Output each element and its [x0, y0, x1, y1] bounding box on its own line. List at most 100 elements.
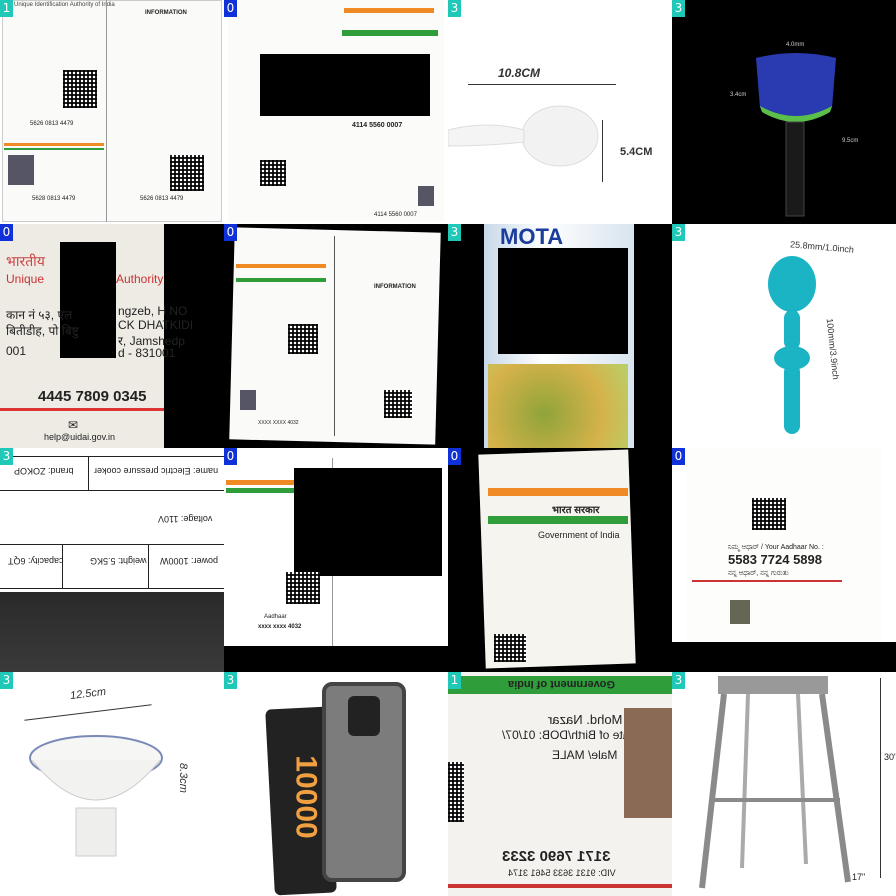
qr-code	[752, 498, 786, 530]
red-strip	[448, 884, 672, 888]
tile-5[interactable]: 0 भारतीय Unique Authority of I कान नं ५३…	[0, 224, 224, 448]
capacity-field: capacity: 6QT	[8, 556, 64, 566]
height-line	[602, 120, 603, 182]
aadhaar-label: Aadhaar	[264, 614, 287, 620]
aadhaar-number: 3171 7690 3233	[502, 848, 611, 865]
rule-1	[0, 456, 224, 457]
voltage-field: voltage: 110V	[158, 514, 213, 524]
photo	[418, 186, 434, 206]
email: help@uidai.gov.in	[44, 432, 116, 442]
rule-v2	[62, 544, 63, 588]
tile-badge: 3	[672, 672, 685, 689]
red-line	[692, 580, 842, 582]
orange-band	[488, 488, 628, 496]
photo	[240, 390, 256, 410]
masked-number: xxxx xxxx 4032	[258, 624, 302, 630]
width-label: 10.8CM	[498, 66, 541, 80]
width-line	[468, 84, 616, 85]
green-band	[488, 516, 628, 524]
tile-3[interactable]: 3 10.8CM 5.4CM	[448, 0, 672, 224]
brand-text: MOTA	[500, 224, 564, 249]
tile-badge: 0	[224, 224, 237, 241]
tile-13[interactable]: 3 12.5cm 8.3cm	[0, 672, 224, 896]
tile-8[interactable]: 3 25.8mm/1.0inch 100mm/3.9inch	[672, 224, 896, 448]
tile-12[interactable]: 0 ನಿಮ್ಮ ಆಧಾರ್ / Your Aadhaar No. : 5583 …	[672, 448, 896, 672]
qr-code	[288, 324, 318, 354]
tile-6[interactable]: 0 INFORMATION XXXX XXXX 4032	[224, 224, 448, 448]
tile-10[interactable]: 0 Aadhaar xxxx xxxx 4032	[224, 448, 448, 672]
info-heading: INFORMATION	[374, 284, 416, 290]
tile-4[interactable]: 3 4.0mm 3.4cm 9.5cm	[672, 0, 896, 224]
tile-15[interactable]: 1 Government of India Mohd. Nazar Date o…	[448, 672, 672, 896]
tile-2[interactable]: 0 4114 5560 0007 4114 5560 0007	[224, 0, 448, 224]
height-label: 30"	[884, 752, 896, 762]
redaction-box	[260, 54, 430, 116]
bowl-icon	[29, 735, 163, 857]
qr-code	[494, 634, 526, 662]
name-field: name: Electric pressure cooker	[94, 466, 219, 476]
orange-band	[226, 480, 296, 485]
green-band	[236, 278, 326, 282]
brush-icon	[756, 53, 836, 217]
header-text: Unique Identification Authority of India	[14, 2, 115, 8]
dob-field: Date of Birth/DOB: 01/07/	[502, 728, 639, 742]
tile-1[interactable]: 1 Unique Identification Authority of Ind…	[0, 0, 224, 224]
aadhaar-number: 4445 7809 0345	[38, 388, 147, 405]
hindi-heading: भारतीय	[6, 253, 45, 269]
left-dim: 3.4cm	[730, 92, 747, 98]
photo	[624, 708, 672, 818]
green-band	[226, 488, 296, 493]
redaction-box	[498, 248, 628, 354]
power-field: power: 1000W	[160, 556, 219, 566]
tile-9[interactable]: 3 brand: ZOKOP name: Electric pressure c…	[0, 448, 224, 672]
redaction-edge	[164, 224, 224, 448]
gov-text: Government of India	[508, 678, 615, 690]
tile-badge: 1	[448, 672, 461, 689]
weight-field: weight: 5.5KG	[90, 556, 147, 566]
green-band	[342, 30, 438, 36]
bottom-band	[672, 642, 896, 672]
tile-14[interactable]: 3 10000	[224, 672, 448, 896]
aadhaar-number: 4114 5560 0007	[352, 122, 403, 129]
green-strip	[4, 148, 104, 150]
bottom-band	[224, 646, 448, 672]
rule-2	[0, 490, 224, 491]
qr-code	[63, 70, 97, 108]
tile-badge: 3	[672, 224, 685, 241]
tile-badge: 0	[0, 224, 13, 241]
tile-badge: 0	[224, 448, 237, 465]
tile-11[interactable]: 0 भारत सरकार Government of India	[448, 448, 672, 672]
pin: 001	[6, 344, 27, 358]
screen-text: 10000	[289, 755, 323, 839]
rule-4	[0, 588, 224, 589]
hindi-gov: भारत सरकार	[552, 505, 600, 516]
vid-field: VID: 9131 3633 5461 3174	[508, 868, 616, 878]
stool-icon	[699, 676, 851, 889]
tile-7[interactable]: 3 MOTA	[448, 224, 672, 448]
tile-badge: 3	[0, 448, 13, 465]
rule-3	[0, 544, 224, 545]
fold-line	[334, 236, 335, 436]
divider	[106, 0, 107, 222]
teether-icon	[768, 256, 816, 434]
sex-field: Male/ MALE	[552, 748, 618, 762]
tile-16[interactable]: 3 30" 17"	[672, 672, 896, 896]
orange-strip	[4, 143, 104, 146]
orange-band	[344, 8, 434, 13]
name-field: Mohd. Nazar	[548, 712, 623, 727]
qr-code-2	[384, 390, 412, 418]
height-label: 100mm/3.9inch	[824, 317, 841, 381]
address-en-2: CK DHATKIDI	[118, 318, 194, 332]
height-label: 5.4CM	[620, 146, 653, 158]
redaction-box	[60, 242, 116, 358]
qr-code	[260, 160, 286, 186]
depth-label: 17"	[852, 872, 866, 882]
rule-v1	[88, 456, 89, 490]
your-aadhaar-label: ನಿಮ್ಮ ಆಧಾರ್ / Your Aadhaar No. :	[728, 544, 824, 551]
width-line	[24, 704, 152, 721]
width-label: 25.8mm/1.0inch	[789, 239, 855, 255]
number-1: 5626 0813 4479	[30, 121, 74, 127]
address-en-1: ngzeb, H NO	[118, 304, 188, 318]
tile-badge: 3	[0, 672, 13, 689]
tile-badge: 1	[0, 0, 13, 17]
